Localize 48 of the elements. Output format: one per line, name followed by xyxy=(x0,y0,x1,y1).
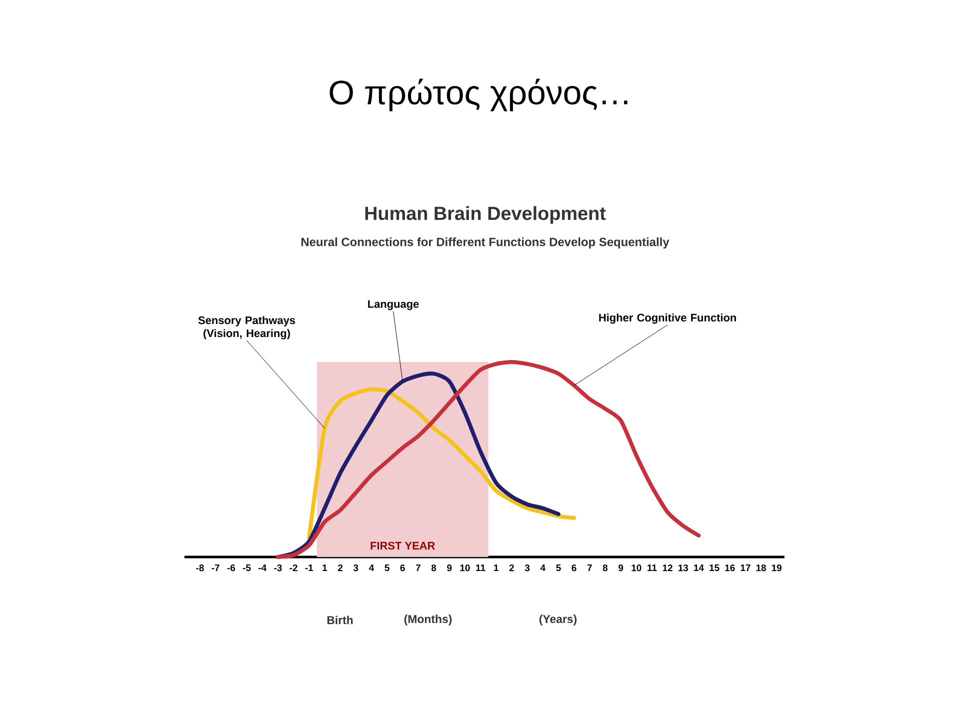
x-tick-label: -6 xyxy=(227,564,236,572)
x-tick-label: 2 xyxy=(509,564,514,572)
x-tick-label: 11 xyxy=(648,564,657,572)
text: (Months) xyxy=(404,614,452,626)
text: (Years) xyxy=(539,614,577,626)
x-tick-label: -7 xyxy=(212,564,220,572)
text: Higher Cognitive Function xyxy=(599,313,736,324)
x-tick-label: -1 xyxy=(305,564,314,572)
text: Neural Connections for Different Functions Develop Sequentially xyxy=(301,237,670,249)
x-tick-label: 6 xyxy=(572,564,576,572)
x-tick-label: 5 xyxy=(556,564,561,572)
x-tick-label: 19 xyxy=(772,564,782,572)
x-tick-label: 1 xyxy=(494,564,498,572)
x-tick-label: 16 xyxy=(725,564,735,572)
x-tick-label: 11 xyxy=(476,564,486,572)
x-tick-label: 7 xyxy=(587,564,592,572)
x-tick-label: 9 xyxy=(618,564,624,572)
x-tick-label: 10 xyxy=(460,564,470,572)
x-tick-label: 2 xyxy=(338,564,343,572)
x-tick-label: 8 xyxy=(602,564,608,572)
x-tick-label: 14 xyxy=(694,564,704,572)
text: Sensory Pathways (Vision, Hearing) xyxy=(198,316,296,340)
x-tick-label: -2 xyxy=(290,564,298,572)
x-tick-label: 5 xyxy=(384,564,390,572)
x-tick-label: 9 xyxy=(447,564,452,572)
x-tick-label: 8 xyxy=(431,564,436,572)
x-tick-label: 18 xyxy=(756,564,766,572)
x-tick-label: 12 xyxy=(662,564,672,572)
x-tick-label: 6 xyxy=(400,564,405,572)
x-tick-label: -8 xyxy=(196,564,204,572)
text: Language xyxy=(368,300,419,310)
x-tick-label: 3 xyxy=(353,564,358,572)
text: Birth xyxy=(327,616,353,624)
band-label: FIRST YEAR xyxy=(370,542,435,550)
x-tick-label: 7 xyxy=(416,564,420,572)
x-tick-label: 13 xyxy=(678,564,688,572)
x-tick-label: 1 xyxy=(322,564,328,572)
x-tick-label: 4 xyxy=(368,564,374,572)
chart-subtitle: Human Brain Development xyxy=(365,206,606,224)
x-tick-label: 4 xyxy=(540,564,546,572)
x-tick-label: -3 xyxy=(274,564,282,572)
x-tick-label: -4 xyxy=(258,564,267,572)
x-tick-label: 3 xyxy=(524,564,530,572)
x-tick-label: 15 xyxy=(710,564,720,572)
x-tick-label: 17 xyxy=(740,564,750,572)
x-tick-label: 10 xyxy=(632,564,642,572)
chart-title: Ο πρώτος χρόνος… xyxy=(330,78,628,112)
x-tick-label: -5 xyxy=(242,564,251,572)
